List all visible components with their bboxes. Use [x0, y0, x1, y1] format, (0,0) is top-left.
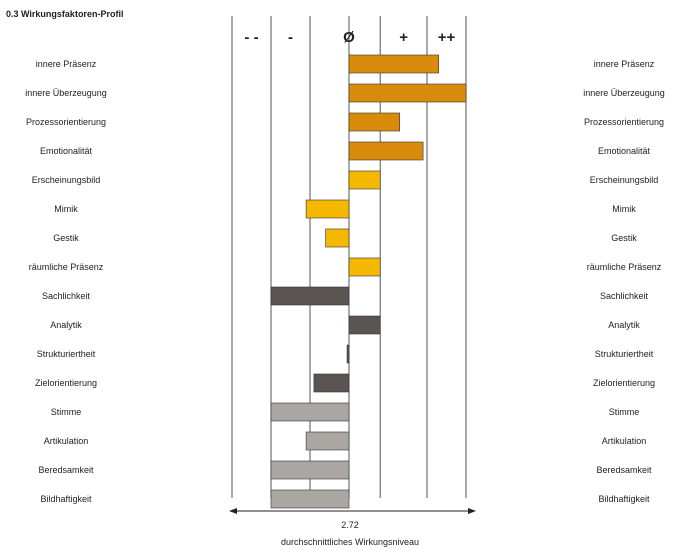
bar — [270, 402, 350, 422]
category-label-right: Stimme — [609, 407, 640, 417]
category-label-right: Bildhaftigkeit — [598, 494, 650, 504]
bar — [305, 431, 350, 451]
chart-title: 0.3 Wirkungsfaktoren-Profil — [6, 9, 123, 19]
overall-arrow-right-head — [468, 508, 476, 514]
category-label-right: Mimik — [612, 204, 636, 214]
bar — [348, 83, 467, 103]
category-label-left: Erscheinungsbild — [32, 175, 101, 185]
bar — [305, 199, 350, 219]
category-label-right: Zielorientierung — [593, 378, 655, 388]
bar — [348, 257, 381, 277]
category-label-left: Strukturiertheit — [37, 349, 96, 359]
bar-layer — [270, 54, 467, 509]
scale-label: - — [288, 29, 293, 46]
bar — [270, 489, 350, 509]
right-category-labels: innere Präsenz innere Überzeugung Prozesso… — [583, 59, 665, 504]
category-label-right: räumliche Präsenz — [587, 262, 662, 272]
category-label-right: Sachlichkeit — [600, 291, 649, 301]
category-label-right: Erscheinungsbild — [590, 175, 659, 185]
category-label-left: Stimme — [51, 407, 82, 417]
bar — [348, 54, 439, 74]
category-label-right: innere Präsenz — [594, 59, 655, 69]
category-label-right: Prozessorientierung — [584, 117, 664, 127]
category-label-left: Beredsamkeit — [38, 465, 94, 475]
scale-label: - - — [244, 29, 258, 46]
category-label-right: Gestik — [611, 233, 637, 243]
category-label-right: Beredsamkeit — [596, 465, 652, 475]
category-label-left: Sachlichkeit — [42, 291, 91, 301]
category-label-left: räumliche Präsenz — [29, 262, 104, 272]
scale-labels: - - - Ø + ++ — [244, 29, 455, 46]
category-label-left: Artikulation — [44, 436, 89, 446]
scale-label: + — [399, 29, 408, 46]
category-label-left: Bildhaftigkeit — [40, 494, 92, 504]
category-label-left: Mimik — [54, 204, 78, 214]
bar — [348, 112, 401, 132]
bar — [348, 170, 381, 190]
category-label-right: innere Überzeugung — [583, 88, 665, 98]
bar — [325, 228, 350, 248]
category-label-left: Analytik — [50, 320, 82, 330]
category-label-left: Prozessorientierung — [26, 117, 106, 127]
bar — [348, 315, 381, 335]
category-label-left: Emotionalität — [40, 146, 93, 156]
left-category-labels: innere Präsenz innere Überzeugung Prozesso… — [25, 59, 107, 504]
category-label-left: Gestik — [53, 233, 79, 243]
bar — [270, 460, 350, 480]
overall-label: durchschnittliches Wirkungsniveau — [281, 537, 419, 547]
chart-footer: 2.72 durchschnittliches Wirkungsniveau — [229, 508, 476, 547]
bar — [348, 141, 424, 161]
overall-value: 2.72 — [341, 520, 359, 530]
category-label-right: Emotionalität — [598, 146, 651, 156]
bar — [270, 286, 350, 306]
bar — [346, 344, 350, 364]
category-label-left: innere Überzeugung — [25, 88, 107, 98]
bar — [313, 373, 350, 393]
scale-label: Ø — [343, 29, 355, 46]
overall-arrow-left-head — [229, 508, 237, 514]
category-label-right: Analytik — [608, 320, 640, 330]
category-label-left: innere Präsenz — [36, 59, 97, 69]
category-label-right: Artikulation — [602, 436, 647, 446]
scale-label: ++ — [438, 29, 456, 46]
category-label-right: Strukturiertheit — [595, 349, 654, 359]
category-label-left: Zielorientierung — [35, 378, 97, 388]
